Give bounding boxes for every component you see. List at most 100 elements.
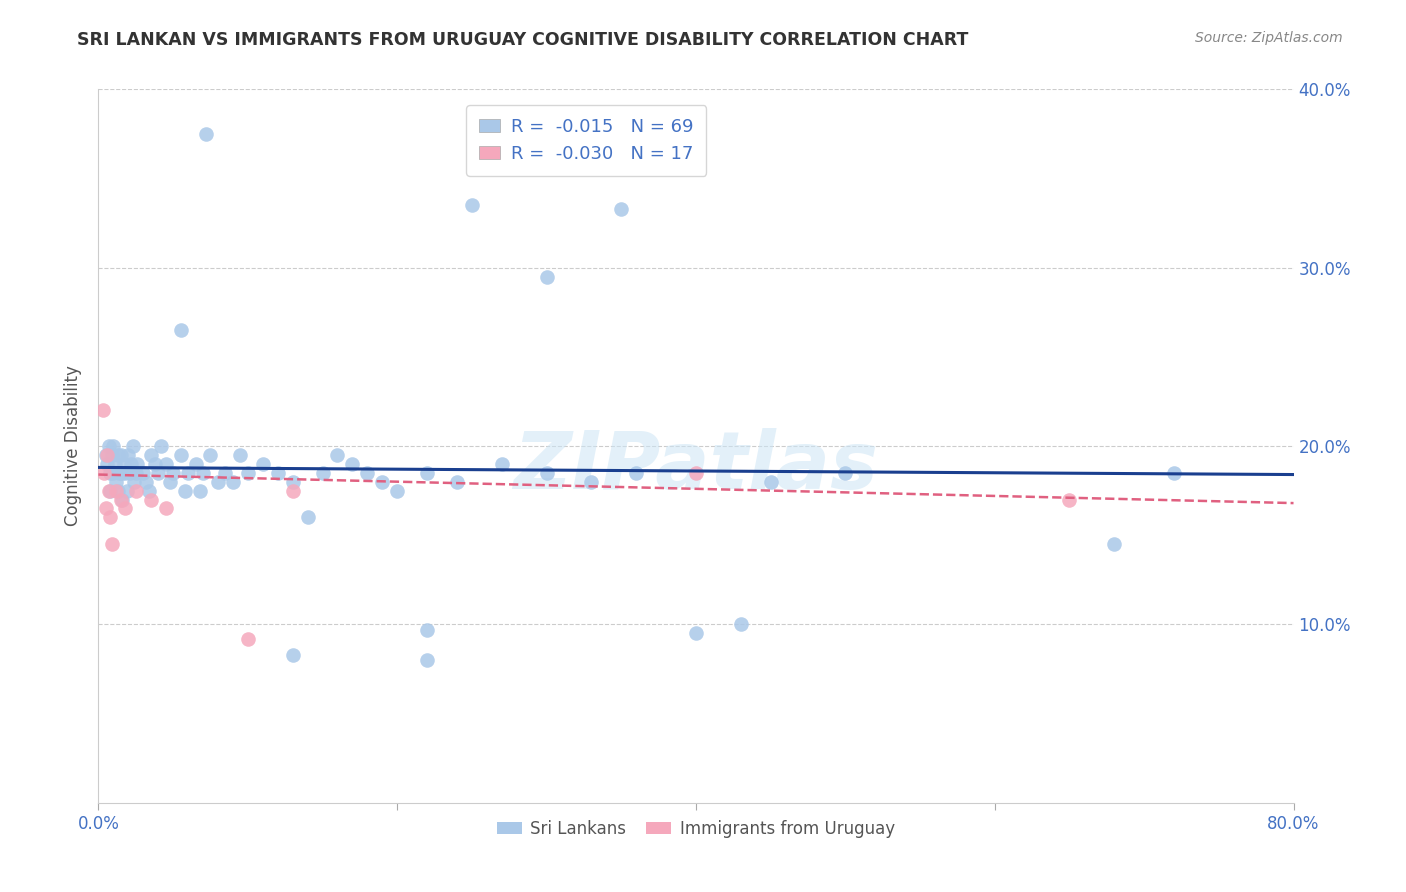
Point (281, 483, 304, 498)
Point (236, 466, 259, 480)
Point (114, 501, 136, 516)
Point (155, 501, 177, 516)
Point (103, 466, 125, 480)
Point (207, 475, 229, 489)
Point (104, 457, 127, 471)
Legend: Sri Lankans, Immigrants from Uruguay: Sri Lankans, Immigrants from Uruguay (491, 814, 901, 845)
Point (127, 457, 149, 471)
Point (94, 501, 117, 516)
Point (159, 475, 181, 489)
Point (94, 448, 117, 462)
Point (184, 457, 207, 471)
Point (148, 466, 170, 480)
Point (139, 492, 162, 507)
Point (101, 537, 124, 551)
Point (342, 457, 364, 471)
Point (191, 466, 214, 480)
Point (135, 475, 157, 489)
Point (536, 466, 558, 480)
Point (117, 448, 139, 462)
Point (169, 448, 191, 462)
Point (685, 466, 707, 480)
Point (93, 466, 115, 480)
Point (416, 623, 439, 637)
Point (281, 648, 304, 662)
Point (138, 483, 160, 498)
Point (143, 457, 166, 471)
Point (124, 475, 146, 489)
Point (96, 448, 118, 462)
Point (111, 466, 134, 480)
Point (111, 492, 134, 507)
Text: Source: ZipAtlas.com: Source: ZipAtlas.com (1195, 31, 1343, 45)
Point (581, 475, 603, 489)
Point (103, 439, 125, 453)
Point (132, 466, 155, 480)
Point (107, 448, 129, 462)
Text: SRI LANKAN VS IMMIGRANTS FROM URUGUAY COGNITIVE DISABILITY CORRELATION CHART: SRI LANKAN VS IMMIGRANTS FROM URUGUAY CO… (77, 31, 969, 49)
Point (252, 457, 274, 471)
Point (229, 448, 252, 462)
Point (118, 466, 141, 480)
Point (107, 483, 129, 498)
Point (97, 439, 120, 453)
Point (834, 466, 856, 480)
Point (236, 632, 259, 646)
Point (105, 475, 128, 489)
Point (98, 510, 122, 524)
Point (356, 466, 378, 480)
Point (297, 510, 319, 524)
Point (112, 457, 135, 471)
Point (222, 475, 245, 489)
Point (174, 483, 197, 498)
Point (200, 448, 222, 462)
Point (446, 475, 468, 489)
Point (1104, 537, 1126, 551)
Point (98, 483, 122, 498)
Point (110, 448, 132, 462)
Point (188, 483, 211, 498)
Point (139, 448, 162, 462)
Point (491, 457, 513, 471)
Point (214, 466, 236, 480)
Point (150, 439, 173, 453)
Point (371, 475, 394, 489)
Point (461, 198, 484, 212)
Point (311, 466, 333, 480)
Point (536, 269, 558, 284)
Point (114, 466, 136, 480)
Point (125, 466, 148, 480)
Point (416, 653, 439, 667)
Point (385, 483, 409, 498)
Point (120, 457, 142, 471)
Point (91, 403, 114, 417)
Point (1059, 492, 1081, 507)
Point (610, 202, 633, 216)
Point (267, 466, 290, 480)
Point (110, 492, 132, 507)
Point (115, 483, 138, 498)
Point (96, 457, 118, 471)
Text: ZIPatlas: ZIPatlas (513, 428, 879, 507)
Point (101, 448, 124, 462)
Point (281, 475, 304, 489)
Point (98, 466, 122, 480)
Point (1163, 466, 1185, 480)
Point (97, 483, 120, 498)
Point (125, 483, 148, 498)
Y-axis label: Cognitive Disability: Cognitive Disability (65, 366, 83, 526)
Point (155, 457, 177, 471)
Point (326, 448, 349, 462)
Point (730, 617, 752, 632)
Point (162, 466, 184, 480)
Point (108, 466, 131, 480)
Point (195, 127, 218, 141)
Point (626, 466, 648, 480)
Point (121, 439, 143, 453)
Point (105, 483, 128, 498)
Point (177, 466, 200, 480)
Point (685, 626, 707, 640)
Point (416, 466, 439, 480)
Point (169, 323, 191, 337)
Point (759, 475, 782, 489)
